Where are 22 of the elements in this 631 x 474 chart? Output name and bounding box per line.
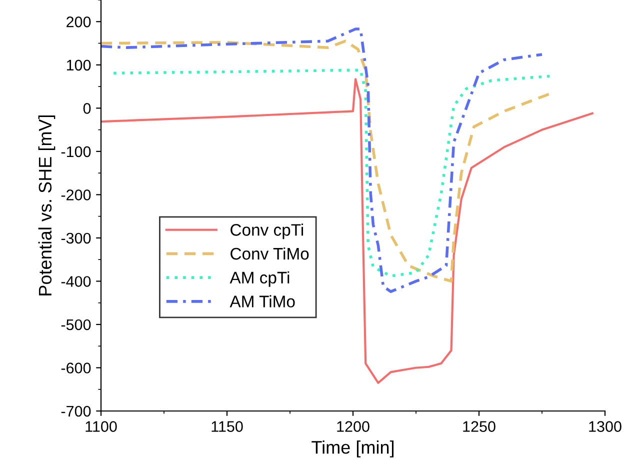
y-tick-label: -400	[61, 276, 91, 287]
legend-label: AM TiMo	[230, 295, 295, 308]
y-tick-label: -300	[61, 232, 91, 244]
y-tick-label: 200	[66, 16, 91, 28]
y-tick-label: 100	[66, 60, 91, 71]
line-series	[101, 78, 594, 384]
x-tick-label: 1250	[463, 421, 496, 432]
legend-label: Conv TiMo	[230, 247, 309, 260]
y-axis-title: Potential vs. SHE [mV]	[38, 115, 56, 296]
x-tick-label: 1300	[589, 421, 622, 432]
y-tick-label: -500	[61, 319, 91, 330]
x-axis-title: Time [min]	[312, 440, 394, 458]
legend-label: AM cpTi	[230, 271, 290, 287]
x-tick-label: 1200	[337, 421, 370, 432]
y-tick-label: -600	[61, 362, 91, 374]
x-tick-label: 1150	[212, 421, 243, 432]
x-tick-label: 1100	[86, 421, 117, 432]
y-tick-label: 0	[83, 103, 91, 114]
y-tick-label: -700	[61, 406, 91, 417]
y-tick-label: -200	[61, 190, 91, 200]
y-tick-label: -100	[61, 146, 91, 158]
legend-label: Conv cpTi	[230, 224, 304, 240]
